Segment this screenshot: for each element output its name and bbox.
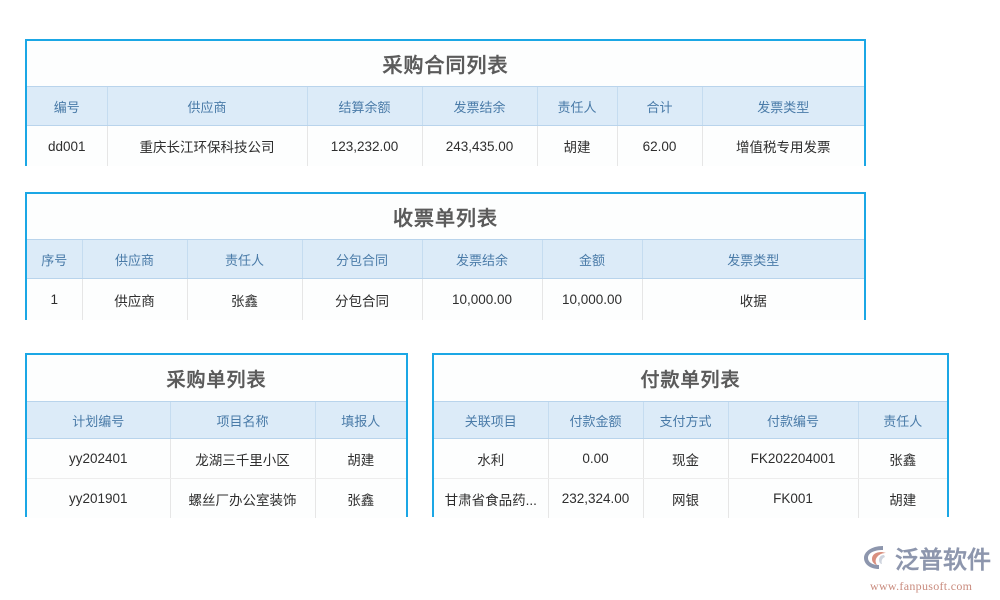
cell-jine: 10,000.00 xyxy=(541,278,642,320)
cell-tianbaoren: 张鑫 xyxy=(314,478,406,518)
table-row[interactable]: 甘肃省食品药... 232,324.00 网银 FK001 胡建 xyxy=(434,478,947,518)
column-header-fukuanjine[interactable]: 付款金额 xyxy=(547,401,643,439)
brand-url: www.fanpusoft.com xyxy=(870,579,973,593)
cell-zerenren: 胡建 xyxy=(857,478,947,518)
cell-zerenren: 张鑫 xyxy=(857,438,947,479)
cell-jihuabianhao: yy201901 xyxy=(27,478,170,518)
column-header-fukuanbianhao[interactable]: 付款编号 xyxy=(727,401,858,439)
cell-xuhao: 1 xyxy=(27,278,82,320)
purchase-contract-table: 编号 供应商 结算余额 发票结余 责任人 合计 发票类型 dd001 重庆长江环… xyxy=(27,86,864,166)
cell-gongyingshang: 重庆长江环保科技公司 xyxy=(106,125,307,166)
cell-xiangmumingcheng: 龙湖三千里小区 xyxy=(169,438,315,479)
purchase-order-panel: 采购单列表 计划编号 项目名称 填报人 yy202401 龙湖三千里小区 胡建 … xyxy=(25,353,408,518)
cell-bianhao: dd001 xyxy=(27,125,107,166)
column-header-fapiaojieyu[interactable]: 发票结余 xyxy=(421,86,537,126)
table-row[interactable]: dd001 重庆长江环保科技公司 123,232.00 243,435.00 胡… xyxy=(27,125,864,166)
invoice-receipt-table: 序号 供应商 责任人 分包合同 发票结余 金额 发票类型 1 供应商 张鑫 分包… xyxy=(27,239,864,320)
column-header-fapiaoleixing[interactable]: 发票类型 xyxy=(701,86,864,126)
cell-zerenren: 胡建 xyxy=(536,125,617,166)
cell-fukuanbianhao: FK202204001 xyxy=(727,438,858,479)
cell-fapiaoleixing: 收据 xyxy=(641,278,864,320)
column-header-heji[interactable]: 合计 xyxy=(616,86,702,126)
logo-row: 泛普软件 xyxy=(862,543,991,576)
invoice-receipt-panel: 收票单列表 序号 供应商 责任人 分包合同 发票结余 金额 发票类型 1 供应商… xyxy=(25,192,866,320)
column-header-fenbaohetong[interactable]: 分包合同 xyxy=(301,239,422,279)
cell-fenbaohetong: 分包合同 xyxy=(301,278,422,320)
payment-order-panel: 付款单列表 关联项目 付款金额 支付方式 付款编号 责任人 水利 0.00 现金… xyxy=(432,353,949,518)
cell-zerenren: 张鑫 xyxy=(186,278,302,320)
column-header-tianbaoren[interactable]: 填报人 xyxy=(314,401,406,439)
column-header-guanlianxiangmu[interactable]: 关联项目 xyxy=(434,401,548,439)
column-header-bianhao[interactable]: 编号 xyxy=(27,86,107,126)
cell-zhifufangshi: 现金 xyxy=(642,438,728,479)
cell-xiangmumingcheng: 螺丝厂办公室装饰 xyxy=(169,478,315,518)
purchase-order-table: 计划编号 项目名称 填报人 yy202401 龙湖三千里小区 胡建 yy2019… xyxy=(27,401,406,518)
panel-title-invoice: 收票单列表 xyxy=(27,194,864,239)
table-header-row: 计划编号 项目名称 填报人 xyxy=(27,401,406,439)
cell-zhifufangshi: 网银 xyxy=(642,478,728,518)
watermark-logo: 泛普软件 www.fanpusoft.com xyxy=(862,543,992,593)
panel-title-payment: 付款单列表 xyxy=(434,355,947,401)
column-header-xuhao[interactable]: 序号 xyxy=(27,239,82,279)
cell-gongyingshang: 供应商 xyxy=(81,278,187,320)
column-header-fapiaoleixing[interactable]: 发票类型 xyxy=(641,239,864,279)
cell-guanlianxiangmu: 甘肃省食品药... xyxy=(434,478,548,518)
cell-fapiaojieyu: 10,000.00 xyxy=(421,278,542,320)
panel-title-contract: 采购合同列表 xyxy=(27,41,864,86)
column-header-zerenren[interactable]: 责任人 xyxy=(857,401,947,439)
payment-order-table: 关联项目 付款金额 支付方式 付款编号 责任人 水利 0.00 现金 FK202… xyxy=(434,401,947,518)
cell-fukuanbianhao: FK001 xyxy=(727,478,858,518)
cell-fukuanjine: 0.00 xyxy=(547,438,643,479)
cell-fapiaoleixing: 增值税专用发票 xyxy=(701,125,864,166)
column-header-gongyingshang[interactable]: 供应商 xyxy=(81,239,187,279)
purchase-contract-panel: 采购合同列表 编号 供应商 结算余额 发票结余 责任人 合计 发票类型 dd00… xyxy=(25,39,866,166)
column-header-jine[interactable]: 金额 xyxy=(541,239,642,279)
cell-heji: 62.00 xyxy=(616,125,702,166)
column-header-zerenren[interactable]: 责任人 xyxy=(536,86,617,126)
column-header-fapiaojieyu[interactable]: 发票结余 xyxy=(421,239,542,279)
cell-guanlianxiangmu: 水利 xyxy=(434,438,548,479)
table-row[interactable]: 1 供应商 张鑫 分包合同 10,000.00 10,000.00 收据 xyxy=(27,278,864,320)
table-header-row: 序号 供应商 责任人 分包合同 发票结余 金额 发票类型 xyxy=(27,239,864,279)
fanpu-logo-icon xyxy=(862,543,892,576)
cell-jiesuanyue: 123,232.00 xyxy=(306,125,422,166)
table-row[interactable]: yy202401 龙湖三千里小区 胡建 xyxy=(27,438,406,479)
column-header-xiangmumingcheng[interactable]: 项目名称 xyxy=(169,401,315,439)
table-header-row: 关联项目 付款金额 支付方式 付款编号 责任人 xyxy=(434,401,947,439)
column-header-zerenren[interactable]: 责任人 xyxy=(186,239,302,279)
cell-fapiaojieyu: 243,435.00 xyxy=(421,125,537,166)
table-row[interactable]: 水利 0.00 现金 FK202204001 张鑫 xyxy=(434,438,947,479)
column-header-jihuabianhao[interactable]: 计划编号 xyxy=(27,401,170,439)
table-row[interactable]: yy201901 螺丝厂办公室装饰 张鑫 xyxy=(27,478,406,518)
cell-tianbaoren: 胡建 xyxy=(314,438,406,479)
column-header-zhifufangshi[interactable]: 支付方式 xyxy=(642,401,728,439)
cell-fukuanjine: 232,324.00 xyxy=(547,478,643,518)
column-header-jiesuanyue[interactable]: 结算余额 xyxy=(306,86,422,126)
column-header-gongyingshang[interactable]: 供应商 xyxy=(106,86,307,126)
panel-title-purchase: 采购单列表 xyxy=(27,355,406,401)
brand-name: 泛普软件 xyxy=(895,545,991,574)
table-header-row: 编号 供应商 结算余额 发票结余 责任人 合计 发票类型 xyxy=(27,86,864,126)
cell-jihuabianhao: yy202401 xyxy=(27,438,170,479)
